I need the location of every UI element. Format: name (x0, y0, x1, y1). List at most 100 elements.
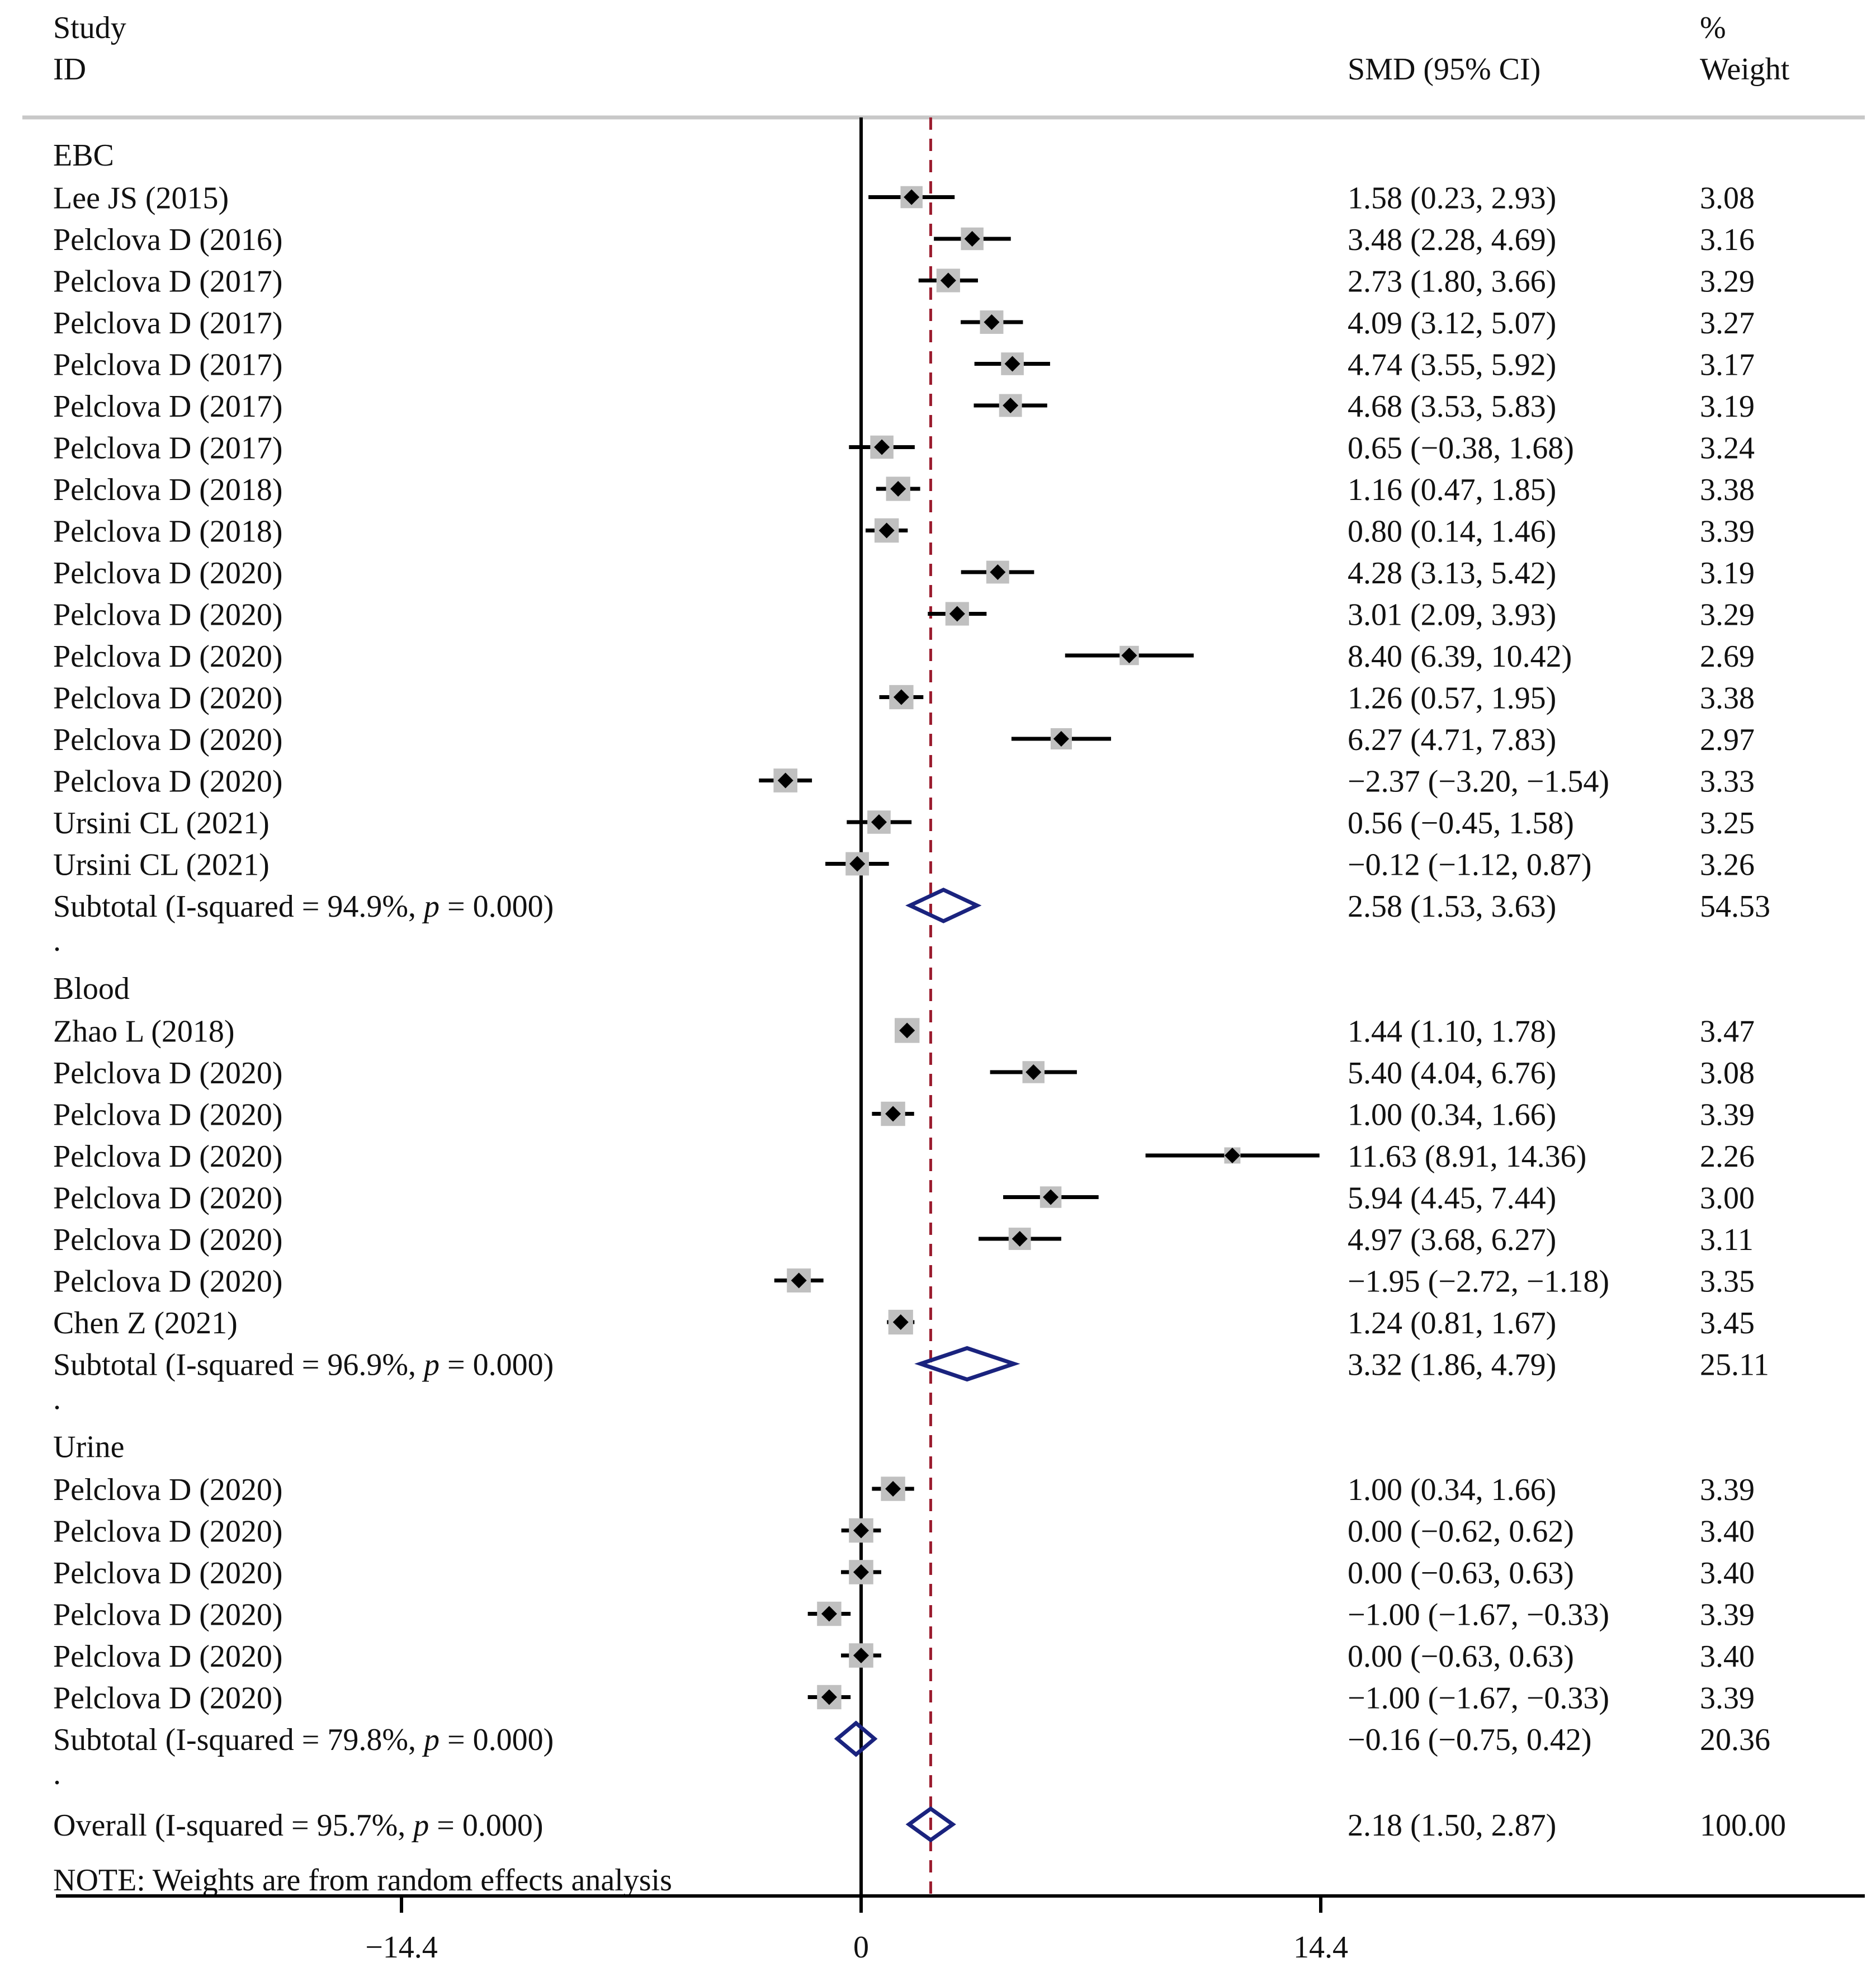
study-1-5-point (1012, 1231, 1028, 1247)
study-1-3-point (1224, 1148, 1240, 1163)
study-0-9-point (990, 564, 1006, 580)
study-2-0-weight-text: 3.39 (1700, 1473, 1755, 1507)
study-0-11-weight-text: 2.69 (1700, 639, 1755, 674)
study-0-10-point (949, 606, 965, 622)
study-1-5-label: Pelclova D (2020) (53, 1223, 283, 1257)
study-1-5-weight-text: 3.11 (1700, 1223, 1754, 1257)
study-0-15-point (871, 814, 887, 830)
study-1-7-point (892, 1314, 909, 1330)
study-1-6-label: Pelclova D (2020) (53, 1265, 283, 1299)
study-1-2-point (885, 1106, 901, 1122)
study-0-16-label: Ursini CL (2021) (53, 848, 270, 883)
study-0-7-point (890, 481, 906, 497)
weight-boxes (773, 186, 1241, 1710)
overall-weight: 100.00 (1700, 1808, 1786, 1843)
study-0-13-ci-text: 6.27 (4.71, 7.83) (1348, 723, 1556, 757)
study-1-3-label: Pelclova D (2020) (53, 1139, 283, 1174)
study-0-10-label: Pelclova D (2020) (53, 598, 283, 633)
study-2-2-label: Pelclova D (2020) (53, 1556, 283, 1591)
study-0-7-weight-text: 3.38 (1700, 473, 1755, 507)
study-0-12-point (893, 689, 909, 705)
study-0-5-point (1003, 398, 1019, 413)
study-2-0-label: Pelclova D (2020) (53, 1473, 283, 1507)
subtotal-weight-urine: 20.36 (1700, 1723, 1770, 1757)
study-1-0-label: Zhao L (2018) (53, 1015, 235, 1049)
study-0-2-ci-text: 2.73 (1.80, 3.66) (1348, 265, 1556, 299)
study-0-4-ci-text: 4.74 (3.55, 5.92) (1348, 348, 1556, 383)
study-0-11-point (1121, 648, 1137, 663)
study-2-3-label: Pelclova D (2020) (53, 1598, 283, 1633)
study-0-16-ci-text: −0.12 (−1.12, 0.87) (1348, 848, 1591, 883)
study-0-12-weight-text: 3.38 (1700, 681, 1755, 716)
study-0-4-label: Pelclova D (2017) (53, 348, 283, 383)
header-id: ID (53, 52, 86, 87)
study-1-1-label: Pelclova D (2020) (53, 1056, 283, 1091)
header-weight: Weight (1700, 52, 1790, 87)
study-0-4-point (1004, 356, 1020, 372)
header-study: Study (53, 11, 126, 45)
study-1-3-ci-text: 11.63 (8.91, 14.36) (1348, 1139, 1586, 1174)
study-0-1-point (964, 231, 980, 247)
subtotal-label-urine: Subtotal (I-squared = 79.8%, p = 0.000) (53, 1723, 554, 1757)
ci-lines (759, 195, 1320, 1699)
group-separator-blood: . (53, 1381, 61, 1416)
study-1-0-point (899, 1022, 915, 1039)
study-0-3-ci-text: 4.09 (3.12, 5.07) (1348, 306, 1556, 341)
study-1-6-ci-text: −1.95 (−2.72, −1.18) (1348, 1265, 1609, 1299)
study-0-8-weight-text: 3.39 (1700, 515, 1755, 549)
table-text: EBC Lee JS (2015) 1.58 (0.23, 2.93) 3.08 Pel… (53, 138, 1786, 1898)
study-0-10-weight-text: 3.29 (1700, 598, 1755, 633)
study-0-10-ci-text: 3.01 (2.09, 3.93) (1348, 598, 1556, 633)
reference-lines (859, 117, 932, 1896)
study-0-4-weight-text: 3.17 (1700, 348, 1755, 383)
study-0-3-weight-text: 3.27 (1700, 306, 1755, 341)
study-0-2-weight-text: 3.29 (1700, 265, 1755, 299)
x-tick-label-0: −14.4 (365, 1930, 438, 1965)
study-0-13-point (1053, 731, 1069, 747)
study-1-5-ci-text: 4.97 (3.68, 6.27) (1348, 1223, 1556, 1257)
study-1-4-ci-text: 5.94 (4.45, 7.44) (1348, 1181, 1556, 1216)
study-2-1-weight-text: 3.40 (1700, 1515, 1755, 1549)
study-1-4-weight-text: 3.00 (1700, 1181, 1755, 1216)
study-0-13-label: Pelclova D (2020) (53, 723, 283, 757)
study-0-15-weight-text: 3.25 (1700, 806, 1755, 841)
study-1-4-point (1043, 1189, 1059, 1205)
study-0-1-weight-text: 3.16 (1700, 223, 1755, 257)
subtotal-label-blood: Subtotal (I-squared = 96.9%, p = 0.000) (53, 1348, 554, 1383)
study-1-7-weight-text: 3.45 (1700, 1306, 1755, 1341)
study-0-11-label: Pelclova D (2020) (53, 639, 283, 674)
subtotal-diamond-blood (914, 1346, 1020, 1382)
study-0-5-ci-text: 4.68 (3.53, 5.83) (1348, 389, 1556, 424)
study-0-2-label: Pelclova D (2017) (53, 265, 283, 299)
study-0-13-weight-text: 2.97 (1700, 723, 1755, 757)
study-0-7-label: Pelclova D (2018) (53, 473, 283, 507)
study-0-2-point (940, 272, 956, 289)
study-0-9-label: Pelclova D (2020) (53, 556, 283, 591)
study-1-6-point (791, 1272, 807, 1289)
subtotal-weight-ebc: 54.53 (1700, 889, 1770, 924)
study-2-3-weight-text: 3.39 (1700, 1598, 1755, 1633)
study-0-8-point (878, 522, 895, 539)
x-tick-label-2: 14.4 (1293, 1930, 1348, 1965)
study-0-15-label: Ursini CL (2021) (53, 806, 270, 841)
study-0-5-weight-text: 3.19 (1700, 389, 1755, 424)
study-1-1-point (1026, 1064, 1042, 1080)
study-1-1-ci-text: 5.40 (4.04, 6.76) (1348, 1056, 1556, 1091)
study-2-5-label: Pelclova D (2020) (53, 1681, 283, 1716)
study-2-0-point (885, 1481, 901, 1497)
study-0-14-weight-text: 3.33 (1700, 765, 1755, 799)
study-0-1-label: Pelclova D (2016) (53, 223, 283, 257)
study-0-0-ci-text: 1.58 (0.23, 2.93) (1348, 181, 1556, 216)
study-1-2-weight-text: 3.39 (1700, 1098, 1755, 1133)
study-0-6-ci-text: 0.65 (−0.38, 1.68) (1348, 431, 1574, 466)
study-0-6-point (874, 439, 890, 455)
study-1-7-label: Chen Z (2021) (53, 1306, 238, 1341)
note-text: NOTE: Weights are from random effects an… (53, 1863, 672, 1898)
study-2-5-weight-text: 3.39 (1700, 1681, 1755, 1716)
point-estimates (777, 189, 1240, 1843)
study-0-3-label: Pelclova D (2017) (53, 306, 283, 341)
overall-diamond (905, 1806, 956, 1843)
study-0-16-weight-text: 3.26 (1700, 848, 1755, 883)
study-0-0-point (904, 189, 920, 205)
study-2-3-ci-text: −1.00 (−1.67, −0.33) (1348, 1598, 1609, 1633)
